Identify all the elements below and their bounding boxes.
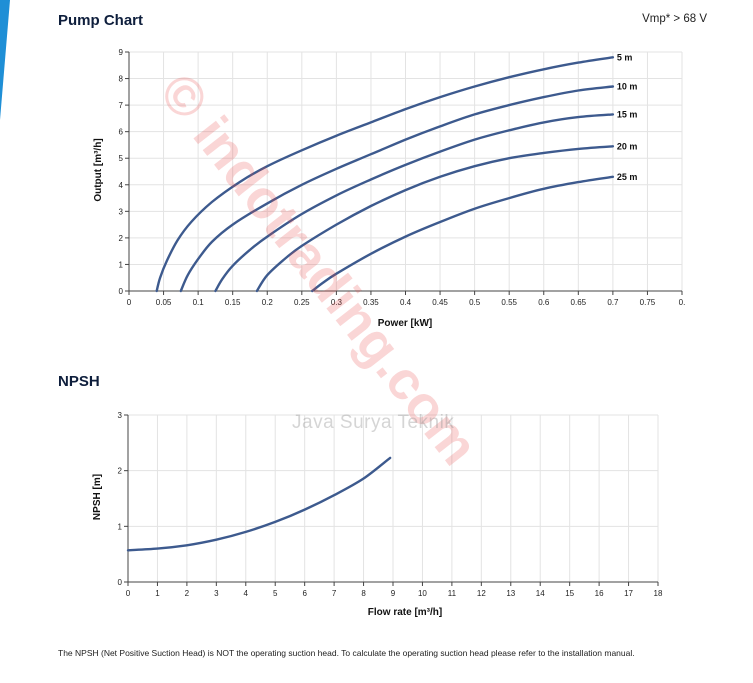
- npsh-chart-x-axis-title: Flow rate [m³/h]: [368, 607, 442, 618]
- x-tick-label: 3: [214, 589, 219, 598]
- npsh-chart-series: [126, 456, 392, 552]
- y-tick-label: 2: [118, 467, 123, 476]
- x-tick-label: 0.5: [469, 298, 481, 307]
- x-tick-label: 8: [361, 589, 366, 598]
- x-tick-label: 0.3: [331, 298, 343, 307]
- curve-label-2: 10 m: [617, 82, 638, 92]
- npsh-title: NPSH: [58, 373, 100, 390]
- npsh-chart-x-ticks: 0 1 2 3 4 5 6 7 8 9 10 11 12 13 14 15 16 17 18: [126, 582, 663, 598]
- accent-strip: [0, 0, 10, 120]
- x-tick-label: 10: [418, 589, 427, 598]
- x-tick-label: 0.6: [538, 298, 550, 307]
- series-line-5: [311, 175, 615, 293]
- curve-label-3: 15 m: [617, 109, 638, 119]
- curve-label-1: 5 m: [617, 52, 633, 62]
- series-line-1: [126, 456, 392, 552]
- npsh-chart-grid: [127, 414, 659, 583]
- npsh-chart-y-axis-title: NPSH [m]: [92, 474, 103, 520]
- series-line-4: [255, 145, 615, 293]
- vmp-note: Vmp* > 68 V: [642, 13, 707, 25]
- x-tick-label: 0.35: [363, 298, 379, 307]
- pump-chart-y-axis-title: Output [m³/h]: [93, 138, 104, 201]
- y-tick-label: 3: [118, 411, 123, 420]
- x-tick-label: 7: [332, 589, 337, 598]
- npsh-chart-y-ticks: 0 1 2 3: [118, 411, 128, 587]
- x-tick-label: 0.2: [262, 298, 274, 307]
- curve-label-5: 25 m: [617, 172, 638, 182]
- x-tick-label: 0.1: [193, 298, 205, 307]
- x-tick-label: 0.7: [607, 298, 619, 307]
- y-tick-label: 8: [119, 75, 124, 84]
- y-tick-label: 0: [119, 287, 124, 296]
- y-tick-label: 1: [118, 522, 123, 531]
- series-line-1: [155, 56, 615, 293]
- y-tick-label: 4: [119, 181, 124, 190]
- x-tick-label: 6: [302, 589, 307, 598]
- x-tick-label: 0.25: [294, 298, 310, 307]
- y-tick-label: 6: [119, 128, 124, 137]
- y-tick-label: 7: [119, 101, 124, 110]
- y-tick-label: 0: [118, 578, 123, 587]
- series-line-2: [179, 85, 615, 293]
- watermark-brand: Java Surya Teknik: [292, 412, 455, 433]
- x-tick-label: 1: [155, 589, 160, 598]
- series-line-3: [214, 113, 615, 293]
- x-tick-label: 0.75: [640, 298, 656, 307]
- pump-chart-series: [155, 56, 615, 293]
- npsh-footnote: The NPSH (Net Positive Suction Head) is …: [58, 648, 635, 658]
- x-tick-label: 0.45: [432, 298, 448, 307]
- x-tick-label: 0: [127, 298, 132, 307]
- x-tick-label: 18: [654, 589, 663, 598]
- x-tick-label: 0.4: [400, 298, 412, 307]
- pump-chart-y-ticks: 0 1 2 3 4 5 6 7 8 9: [119, 48, 129, 296]
- x-tick-label: 12: [477, 589, 486, 598]
- pump-chart-x-ticks: 0 0.05 0.1 0.15 0.2 0.25 0.3 0.35 0.4 0.45 0.5 0.55…: [127, 291, 686, 307]
- pump-chart-x-axis-title: Power [kW]: [378, 318, 432, 329]
- x-tick-label: 0.05: [156, 298, 172, 307]
- x-tick-label: 11: [448, 589, 457, 598]
- x-tick-label: 13: [506, 589, 515, 598]
- x-tick-label: 17: [624, 589, 633, 598]
- curve-label-4: 20 m: [617, 141, 638, 151]
- x-tick-label: 15: [565, 589, 574, 598]
- x-tick-label: 2: [185, 589, 190, 598]
- pump-chart-title: Pump Chart: [58, 12, 144, 29]
- x-tick-label: 0.55: [501, 298, 517, 307]
- x-tick-label: 16: [595, 589, 604, 598]
- x-tick-label: 9: [391, 589, 396, 598]
- x-tick-label: 0.15: [225, 298, 241, 307]
- x-tick-label: 0.: [679, 298, 686, 307]
- x-tick-label: 5: [273, 589, 278, 598]
- y-tick-label: 9: [119, 48, 124, 57]
- x-tick-label: 4: [244, 589, 249, 598]
- y-tick-label: 3: [119, 207, 124, 216]
- x-tick-label: 14: [536, 589, 545, 598]
- y-tick-label: 1: [119, 260, 124, 269]
- pump-chart: 0 0.05 0.1 0.15 0.2 0.25 0.3 0.35 0.4 0.45 0.5 0.55…: [93, 48, 686, 329]
- pump-chart-curve-labels: 5 m 10 m 15 m 20 m 25 m: [617, 52, 638, 182]
- x-tick-label: 0: [126, 589, 131, 598]
- x-tick-label: 0.65: [571, 298, 587, 307]
- y-tick-label: 2: [119, 234, 124, 243]
- y-tick-label: 5: [119, 154, 124, 163]
